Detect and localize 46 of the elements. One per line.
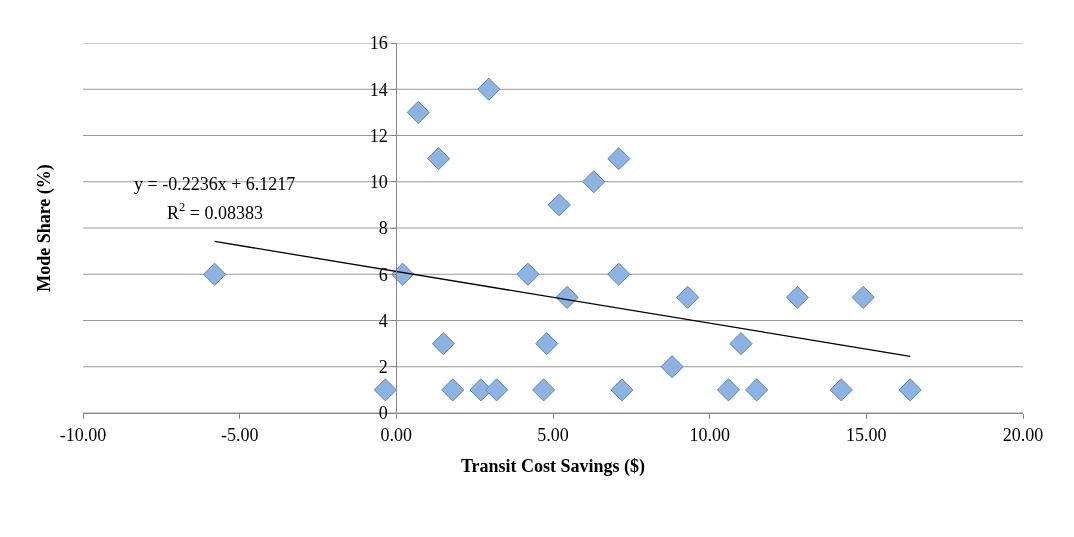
y-tick-label: 12 xyxy=(369,125,388,146)
y-tick-label: 16 xyxy=(369,33,388,54)
x-axis-title: Transit Cost Savings ($) xyxy=(460,455,646,477)
point xyxy=(427,147,451,171)
x-tick-label: 0.00 xyxy=(380,424,413,445)
point xyxy=(851,285,875,309)
x-tick-label: 20.00 xyxy=(1002,424,1044,445)
point xyxy=(745,378,769,402)
annotation: R$^{2}$ = 0.08383 xyxy=(167,200,263,223)
point xyxy=(547,193,571,217)
point xyxy=(610,378,634,402)
point xyxy=(441,378,465,402)
point xyxy=(898,378,922,402)
point xyxy=(203,262,227,286)
point xyxy=(406,100,430,124)
y-tick-label: 2 xyxy=(378,357,388,378)
point xyxy=(729,332,753,356)
point xyxy=(431,332,455,356)
y-tick-label: 6 xyxy=(378,264,388,285)
y-tick-label: 14 xyxy=(369,79,388,100)
x-tick-label: 5.00 xyxy=(537,424,569,445)
x-tick-label: -10.00 xyxy=(59,424,107,445)
y-tick-label: 10 xyxy=(369,172,388,193)
x-tick-label: 15.00 xyxy=(846,424,887,445)
y-tick-label: 4 xyxy=(378,310,388,331)
point xyxy=(485,378,509,402)
y-tick-label: 8 xyxy=(378,218,388,239)
x-tick-label: -5.00 xyxy=(220,424,259,445)
point xyxy=(660,355,684,379)
y-axis-title: Mode Share (%) xyxy=(33,164,55,292)
point xyxy=(477,77,501,101)
point xyxy=(785,285,809,309)
point xyxy=(516,262,540,286)
point xyxy=(535,332,559,356)
point xyxy=(532,378,556,402)
point xyxy=(607,147,631,171)
point xyxy=(373,378,397,402)
x-tick-label: 10.00 xyxy=(689,424,730,445)
point xyxy=(582,170,606,194)
annotation: y = -0.2236x + 6.1217 xyxy=(134,174,296,194)
point xyxy=(716,378,741,402)
point xyxy=(676,285,700,309)
point xyxy=(829,378,853,402)
y-tick-label: 0 xyxy=(378,403,388,424)
point xyxy=(607,262,631,286)
point xyxy=(555,285,579,309)
